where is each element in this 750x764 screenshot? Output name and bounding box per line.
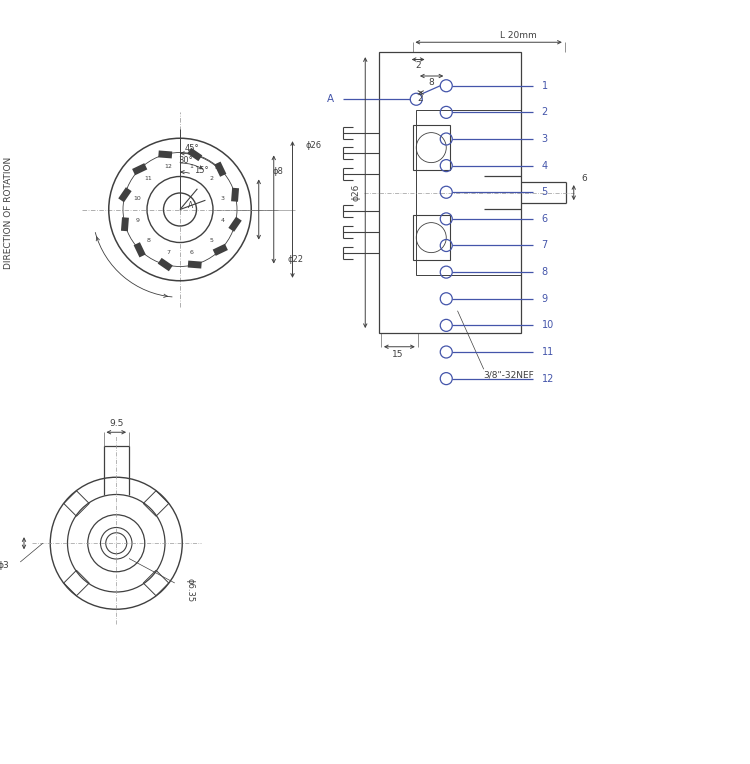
Text: 9.5: 9.5 bbox=[109, 419, 124, 428]
Text: 5: 5 bbox=[209, 238, 213, 243]
Text: 2: 2 bbox=[209, 176, 213, 181]
Text: 2: 2 bbox=[417, 94, 423, 103]
Text: 2: 2 bbox=[415, 61, 421, 70]
Text: ɸ26: ɸ26 bbox=[306, 141, 322, 151]
Text: ɸ26: ɸ26 bbox=[352, 184, 361, 201]
Text: A: A bbox=[327, 94, 334, 104]
Bar bbox=[143, 490, 169, 516]
Text: ɸ6.35: ɸ6.35 bbox=[186, 578, 195, 603]
Text: 12: 12 bbox=[542, 374, 554, 384]
Text: A: A bbox=[188, 200, 194, 209]
Text: 8: 8 bbox=[428, 77, 434, 86]
Text: 5: 5 bbox=[542, 187, 548, 197]
Text: 8: 8 bbox=[147, 238, 151, 243]
Bar bbox=[64, 570, 89, 596]
Text: ɸ22: ɸ22 bbox=[287, 254, 303, 264]
Text: 4: 4 bbox=[220, 219, 225, 223]
Text: ɸ3: ɸ3 bbox=[0, 562, 9, 570]
Text: 15°: 15° bbox=[194, 166, 209, 175]
Bar bbox=[379, 52, 521, 333]
Text: 45°: 45° bbox=[184, 144, 200, 153]
Text: 2: 2 bbox=[542, 108, 548, 118]
Text: 10: 10 bbox=[542, 320, 554, 330]
Text: ɸ8: ɸ8 bbox=[272, 167, 284, 176]
Bar bbox=[64, 490, 89, 516]
Text: 3: 3 bbox=[542, 134, 548, 144]
Text: 4: 4 bbox=[542, 160, 548, 170]
Text: 15: 15 bbox=[392, 350, 404, 359]
Text: 1: 1 bbox=[542, 81, 548, 91]
Text: 3: 3 bbox=[220, 196, 225, 200]
Text: 9: 9 bbox=[135, 219, 140, 223]
Text: 7: 7 bbox=[166, 250, 170, 254]
Text: 6: 6 bbox=[581, 174, 587, 183]
Text: 1: 1 bbox=[190, 164, 194, 170]
Text: 10: 10 bbox=[134, 196, 141, 200]
Text: 11: 11 bbox=[542, 347, 554, 357]
Bar bbox=[413, 215, 450, 260]
Text: DIRECTION OF ROTATION: DIRECTION OF ROTATION bbox=[4, 157, 13, 270]
Text: 3/8"-32NEF: 3/8"-32NEF bbox=[484, 370, 535, 379]
Text: 30°: 30° bbox=[178, 156, 193, 165]
Text: 6: 6 bbox=[542, 214, 548, 224]
Bar bbox=[143, 570, 169, 596]
Bar bbox=[413, 125, 450, 170]
Text: L 20mm: L 20mm bbox=[500, 31, 536, 40]
Bar bbox=[416, 110, 521, 275]
Text: 12: 12 bbox=[164, 164, 172, 170]
Text: 6: 6 bbox=[190, 250, 194, 254]
Text: 8: 8 bbox=[542, 267, 548, 277]
Text: 7: 7 bbox=[542, 241, 548, 251]
Text: 9: 9 bbox=[542, 293, 548, 304]
Text: 11: 11 bbox=[145, 176, 152, 181]
